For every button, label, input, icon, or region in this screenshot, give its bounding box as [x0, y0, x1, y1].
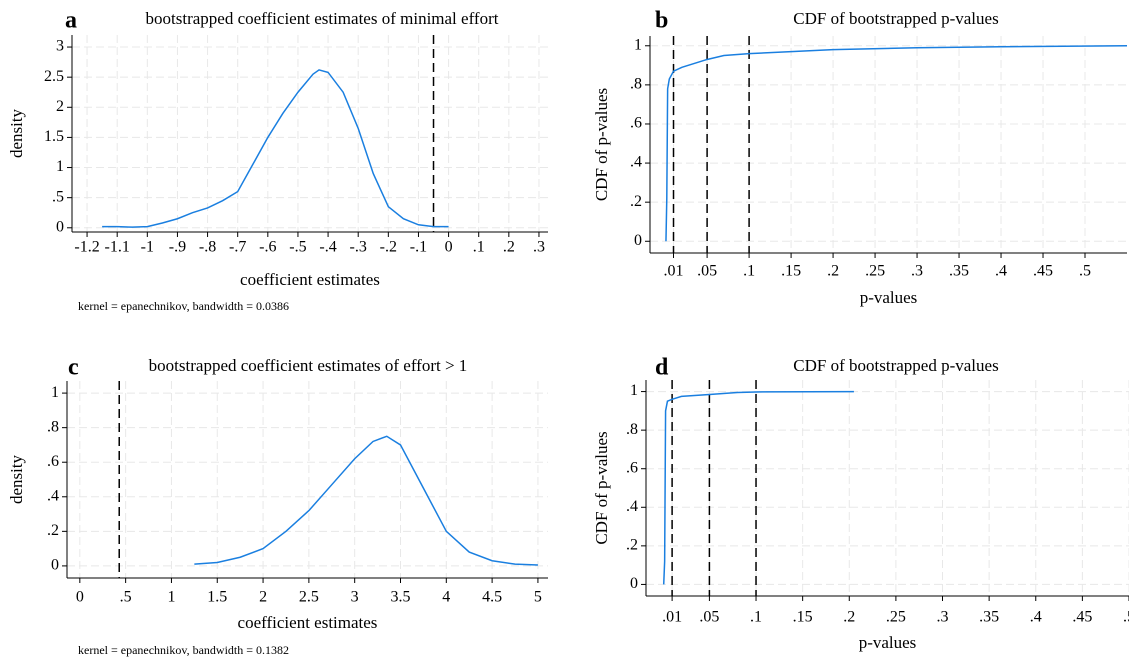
x-tick-label: -1.2	[74, 239, 99, 256]
x-tick-label: 3.5	[390, 589, 410, 606]
x-tick-label: .5	[1079, 263, 1091, 280]
x-tick-label: 2	[259, 589, 267, 606]
y-tick-label: 0	[51, 557, 59, 574]
x-tick-label: .01	[664, 263, 684, 280]
x-tick-label: 5	[534, 589, 542, 606]
x-tick-label: -1.1	[105, 239, 130, 256]
x-axis-label: p-values	[860, 288, 918, 307]
y-axis-label: density	[7, 454, 26, 504]
panel-letter: c	[68, 355, 79, 381]
x-tick-label: .15	[781, 263, 801, 280]
x-axis-label: coefficient estimates	[238, 613, 378, 632]
y-tick-label: 0	[634, 232, 642, 249]
y-tick-label: .2	[626, 537, 638, 554]
y-tick-label: 0	[56, 218, 64, 235]
x-tick-label: .05	[697, 263, 717, 280]
y-axis-label: CDF of p-values	[592, 88, 611, 201]
x-tick-label: -1	[141, 239, 154, 256]
x-tick-label: 2.5	[299, 589, 319, 606]
x-axis-label: p-values	[859, 633, 917, 652]
panel-letter: b	[655, 8, 668, 34]
y-tick-label: .4	[47, 487, 59, 504]
note: kernel = epanechnikov, bandwidth = 0.038…	[78, 299, 289, 313]
y-tick-label: 2	[56, 98, 64, 115]
y-axis-label: density	[7, 108, 26, 158]
x-tick-label: -.6	[259, 239, 276, 256]
x-tick-label: -.5	[289, 239, 306, 256]
x-tick-label: .45	[1072, 609, 1092, 626]
y-tick-label: .2	[47, 522, 59, 539]
x-tick-label: 3	[351, 589, 359, 606]
chart-title: CDF of bootstrapped p-values	[793, 356, 998, 375]
density-line	[665, 45, 1128, 242]
x-tick-label: 1.5	[207, 589, 227, 606]
x-tick-label: .2	[503, 239, 515, 256]
x-tick-label: -.2	[380, 239, 397, 256]
panel-letter: a	[65, 8, 77, 34]
y-tick-label: 2.5	[44, 68, 64, 85]
x-tick-label: 4.5	[482, 589, 502, 606]
x-axis-label: coefficient estimates	[240, 270, 380, 289]
x-tick-label: .1	[473, 239, 485, 256]
density-line	[194, 435, 538, 566]
x-tick-label: .5	[1123, 609, 1129, 626]
y-axis-label: CDF of p-values	[592, 431, 611, 544]
x-tick-label: .05	[699, 609, 719, 626]
x-tick-label: .2	[827, 263, 839, 280]
x-tick-label: -.4	[319, 239, 336, 256]
x-tick-label: -.7	[229, 239, 246, 256]
density-line	[662, 390, 854, 585]
x-tick-label: 4	[442, 589, 450, 606]
y-tick-label: 1	[634, 36, 642, 53]
panel-letter: d	[655, 355, 669, 381]
chart-title: CDF of bootstrapped p-values	[793, 9, 998, 28]
x-tick-label: .2	[843, 609, 855, 626]
density-line	[102, 69, 449, 228]
x-tick-label: .01	[662, 609, 682, 626]
note: kernel = epanechnikov, bandwidth = 0.138…	[78, 643, 289, 657]
chart-title: bootstrapped coefficient estimates of mi…	[146, 9, 499, 28]
x-tick-label: .25	[886, 609, 906, 626]
y-tick-label: .8	[47, 418, 59, 435]
y-tick-label: .5	[52, 188, 64, 205]
x-tick-label: .1	[743, 263, 755, 280]
x-tick-label: .3	[911, 263, 923, 280]
x-tick-label: .5	[120, 589, 132, 606]
y-tick-label: .6	[630, 115, 642, 132]
x-tick-label: .45	[1033, 263, 1053, 280]
y-tick-label: .2	[630, 193, 642, 210]
x-tick-label: -.3	[350, 239, 367, 256]
y-tick-label: 1	[630, 382, 638, 399]
y-tick-label: 1.5	[44, 128, 64, 145]
x-tick-label: 1	[167, 589, 175, 606]
x-tick-label: .35	[949, 263, 969, 280]
x-tick-label: .4	[1030, 609, 1042, 626]
x-tick-label: -.8	[199, 239, 216, 256]
y-tick-label: 0	[630, 575, 638, 592]
y-tick-label: .4	[630, 154, 642, 171]
x-tick-label: .15	[793, 609, 813, 626]
x-tick-label: 0	[76, 589, 84, 606]
x-tick-label: 0	[445, 239, 453, 256]
chart-title: bootstrapped coefficient estimates of ef…	[149, 356, 468, 375]
y-tick-label: .8	[626, 421, 638, 438]
x-tick-label: -.1	[410, 239, 427, 256]
y-tick-label: .6	[626, 459, 638, 476]
y-tick-label: 1	[51, 384, 59, 401]
y-tick-label: 3	[56, 38, 64, 55]
y-tick-label: .8	[630, 76, 642, 93]
x-tick-label: .35	[979, 609, 999, 626]
x-tick-label: .1	[750, 609, 762, 626]
y-tick-label: .6	[47, 453, 59, 470]
x-tick-label: .4	[995, 263, 1007, 280]
y-tick-label: 1	[56, 158, 64, 175]
x-tick-label: .25	[865, 263, 885, 280]
x-tick-label: -.9	[169, 239, 186, 256]
x-tick-label: .3	[533, 239, 545, 256]
x-tick-label: .3	[937, 609, 949, 626]
y-tick-label: .4	[626, 498, 638, 515]
